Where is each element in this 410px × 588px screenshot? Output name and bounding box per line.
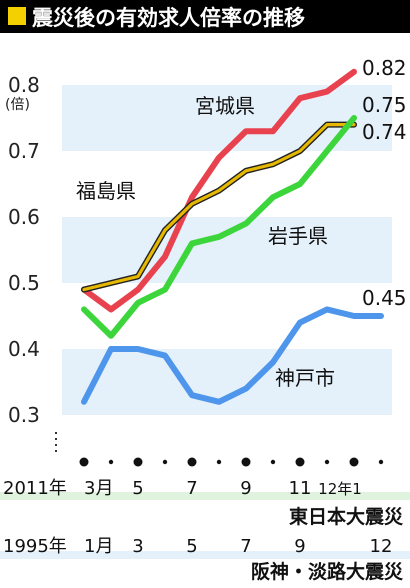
title-bar-bg (0, 0, 410, 33)
y-unit-label: (倍) (5, 97, 30, 113)
x-tick-label-1995: 3 (132, 536, 143, 557)
x-tick-label-1995: 12 (370, 536, 393, 557)
y-tick-label: 0.4 (8, 337, 40, 361)
axis-band-2011 (0, 492, 410, 500)
band-2 (62, 349, 392, 415)
series-name-label: 宮城県 (195, 94, 255, 118)
series-end-value: 0.75 (362, 93, 407, 117)
series-lines (81, 68, 384, 405)
x-tick-dot (162, 459, 168, 465)
title-bar: 震災後の有効求人倍率の推移 (0, 0, 410, 33)
series-line-0 (81, 68, 357, 313)
series-name-label: 福島県 (76, 179, 136, 203)
chart-title: 震災後の有効求人倍率の推移 (32, 6, 305, 30)
x-year-label-2011: 2011年 (3, 478, 67, 499)
x-tick-label-2011: 11 (289, 478, 312, 499)
series-line-fukushima (82, 123, 356, 292)
x-tick-label-1995: 5 (186, 536, 197, 557)
x-tick-label-1995: 7 (240, 536, 251, 557)
y-tick-label: 0.3 (8, 403, 40, 427)
x-tick-label-2011: 9 (240, 478, 251, 499)
band-1 (62, 217, 392, 283)
x-caption-1995: 阪神・淡路大震災 (251, 560, 404, 583)
x-tick-dot (79, 457, 89, 467)
y-tick-label: 0.8 (8, 73, 40, 97)
title-bar-mark (8, 7, 26, 25)
x-caption-2011: 東日本大震災 (289, 505, 404, 528)
series-labels: 宮城県 0.82 福島県 0.74 岩手県 0.75 神戸市 0.45 (76, 56, 407, 390)
series-line-3 (81, 306, 384, 405)
series-end-value: 0.82 (362, 56, 407, 80)
series-end-value: 0.45 (362, 286, 407, 310)
axis-band-1995 (0, 551, 410, 559)
x-tick-label-1995: 9 (294, 536, 305, 557)
x-tick-dot (241, 457, 251, 467)
x-tick-dot (216, 459, 222, 465)
x-tick-dot (133, 457, 143, 467)
x-tick-label-2011: 12年1 (318, 480, 362, 498)
x-tick-dot (295, 457, 305, 467)
y-tick-label: 0.7 (8, 139, 40, 163)
y-tick-label: 0.6 (8, 205, 40, 229)
series-name-label: 岩手県 (268, 224, 328, 248)
x-tick-label-2011: 7 (186, 478, 197, 499)
x-tick-dot (349, 457, 359, 467)
series-line-2 (81, 115, 357, 339)
x-tick-dot (187, 457, 197, 467)
series-name-label: 神戸市 (275, 366, 335, 390)
x-tick-label-2011: 3月 (84, 478, 113, 499)
x-tick-label-1995: 1月 (84, 536, 113, 557)
y-tick-label: 0.5 (8, 271, 40, 295)
series-end-value: 0.74 (362, 120, 407, 144)
x-year-label-1995: 1995年 (3, 536, 67, 557)
background-bands (62, 85, 392, 415)
x-tick-dot (108, 459, 114, 465)
x-axis: 2011年 3月 5 7 9 11 12年1 東日本大震災 1995年 1月 3 5 7 9 12 阪神・淡路… (0, 457, 410, 583)
x-tick-dot (378, 459, 384, 465)
x-tick-dot (324, 459, 330, 465)
x-tick-dot (270, 459, 276, 465)
y-axis: (倍) 0.8 0.7 0.6 0.5 0.4 0.3 (5, 73, 57, 452)
x-tick-label-2011: 5 (132, 478, 143, 499)
